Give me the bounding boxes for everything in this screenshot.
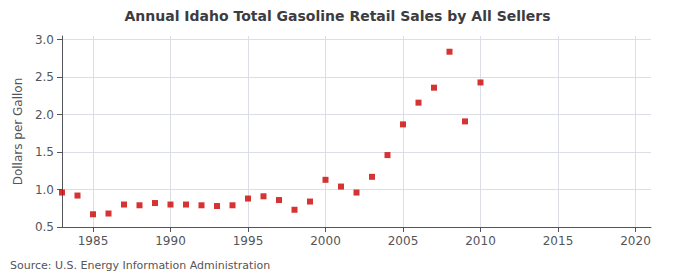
svg-text:1985: 1985: [78, 234, 109, 248]
svg-text:0.5: 0.5: [35, 220, 54, 234]
svg-text:Source: U.S. Energy Informatio: Source: U.S. Energy Information Administ…: [10, 259, 270, 272]
svg-text:1.0: 1.0: [35, 183, 54, 197]
svg-text:2010: 2010: [465, 234, 496, 248]
svg-text:3.0: 3.0: [35, 33, 54, 47]
svg-text:1.5: 1.5: [35, 145, 54, 159]
svg-text:2020: 2020: [620, 234, 651, 248]
svg-text:Annual Idaho Total Gasoline Re: Annual Idaho Total Gasoline Retail Sales…: [124, 8, 550, 24]
svg-text:1995: 1995: [233, 234, 264, 248]
svg-text:1990: 1990: [155, 234, 186, 248]
svg-text:2.0: 2.0: [35, 108, 54, 122]
svg-text:2000: 2000: [310, 234, 341, 248]
svg-text:Dollars per Gallon: Dollars per Gallon: [11, 78, 25, 186]
svg-text:2005: 2005: [388, 234, 419, 248]
svg-text:2015: 2015: [543, 234, 574, 248]
svg-text:2.5: 2.5: [35, 70, 54, 84]
